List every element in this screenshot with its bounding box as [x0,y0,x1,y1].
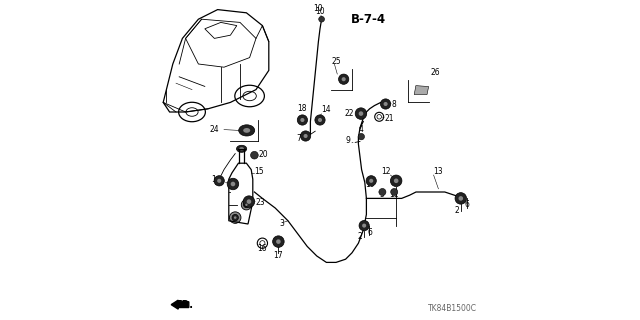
Circle shape [227,178,239,190]
Text: 15: 15 [254,167,264,176]
Text: 11: 11 [389,190,398,199]
Circle shape [369,179,373,183]
Circle shape [250,151,258,159]
Text: B-7-4: B-7-4 [351,13,385,27]
Circle shape [297,115,307,125]
Circle shape [246,199,252,204]
Polygon shape [414,86,429,95]
Text: 21: 21 [385,114,394,123]
Circle shape [394,179,399,183]
Circle shape [379,188,386,196]
Circle shape [455,193,467,204]
Text: 9: 9 [346,136,351,145]
Text: 10: 10 [315,7,325,16]
Text: 5: 5 [380,190,384,199]
Circle shape [303,134,308,138]
Ellipse shape [239,147,244,150]
Circle shape [273,236,284,247]
Text: 26: 26 [430,68,440,77]
Text: 13: 13 [434,167,444,176]
Circle shape [362,224,366,228]
Circle shape [230,212,241,223]
Circle shape [339,74,349,84]
Circle shape [243,196,255,207]
Circle shape [245,204,248,206]
Text: 1: 1 [211,175,216,184]
Circle shape [318,118,322,122]
Circle shape [230,182,236,186]
Circle shape [380,99,390,109]
Circle shape [390,175,402,187]
Text: 4: 4 [359,125,364,134]
Ellipse shape [243,128,250,133]
Circle shape [458,196,463,201]
Text: 23: 23 [256,198,266,207]
Circle shape [234,216,237,219]
Text: 24: 24 [209,125,219,134]
Text: 6: 6 [368,228,373,236]
Text: 7: 7 [296,134,301,143]
Circle shape [358,111,364,116]
Circle shape [241,200,252,210]
Text: 18: 18 [298,104,307,113]
Circle shape [359,220,369,231]
Circle shape [217,179,221,183]
Circle shape [355,108,367,119]
Circle shape [390,188,398,196]
Circle shape [315,115,325,125]
Text: 25: 25 [332,57,341,66]
Circle shape [300,118,305,122]
Ellipse shape [239,125,255,136]
Text: 8: 8 [392,100,397,108]
Circle shape [383,102,388,106]
Text: TK84B1500C: TK84B1500C [428,304,477,313]
Circle shape [366,176,376,186]
FancyArrow shape [172,300,189,309]
Text: 19: 19 [365,180,374,189]
Circle shape [342,77,346,81]
Text: 20: 20 [259,150,268,159]
Circle shape [243,202,250,208]
Circle shape [276,239,281,244]
Text: 12: 12 [381,167,390,176]
Text: FR.: FR. [175,300,193,310]
Circle shape [319,16,324,22]
Text: 10: 10 [314,4,323,13]
Text: 2: 2 [454,206,460,215]
Text: 17: 17 [273,251,284,260]
Ellipse shape [237,145,247,152]
Text: 16: 16 [257,244,268,253]
Circle shape [232,214,238,221]
Text: 3: 3 [279,219,284,228]
Circle shape [214,176,225,186]
Text: 23: 23 [214,178,224,187]
Text: 6: 6 [465,200,470,209]
Text: 2: 2 [358,232,362,241]
Circle shape [301,131,311,141]
Text: 22: 22 [344,109,354,118]
Circle shape [358,133,365,140]
Text: 14: 14 [322,105,332,114]
